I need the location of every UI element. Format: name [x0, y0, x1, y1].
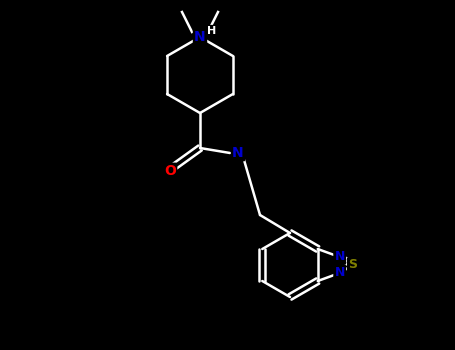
Text: S: S	[348, 259, 357, 272]
Text: N: N	[194, 30, 206, 44]
Text: N: N	[334, 266, 345, 280]
Text: O: O	[164, 164, 176, 178]
Text: N: N	[232, 146, 244, 160]
Text: N: N	[334, 251, 345, 264]
Text: H: H	[207, 26, 217, 36]
